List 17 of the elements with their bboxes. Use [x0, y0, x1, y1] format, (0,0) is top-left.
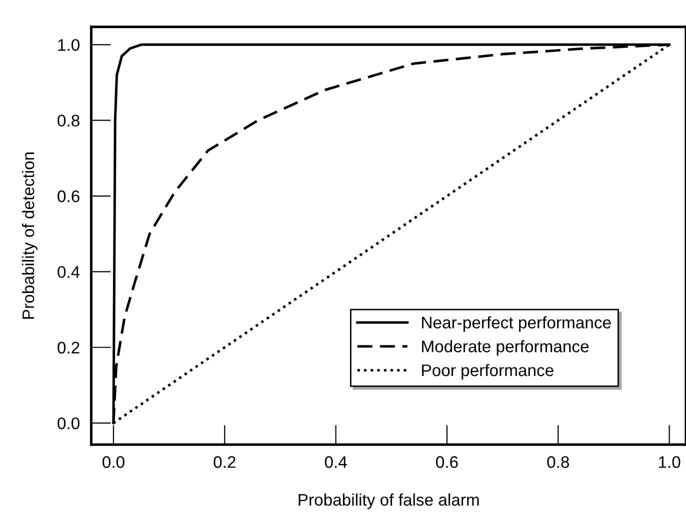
legend-label: Moderate performance: [422, 340, 589, 356]
legend-label: Poor performance: [422, 364, 554, 380]
x-tick-label: 1.0: [659, 456, 680, 468]
x-tick-label: 0.0: [102, 456, 124, 468]
y-axis-title: Probability of detection: [22, 152, 38, 319]
x-axis-title: Probability of false alarm: [298, 493, 479, 510]
y-tick-label: 0.4: [58, 266, 80, 278]
y-tick-label: 0.2: [58, 342, 80, 354]
x-tick-label: 0.2: [214, 456, 236, 468]
y-tick-label: 0.0: [58, 417, 80, 430]
y-tick-label: 0.6: [58, 190, 80, 202]
legend-label: Near-perfect performance: [422, 316, 611, 332]
x-tick-label: 0.4: [324, 456, 347, 468]
x-tick-label: 0.6: [436, 456, 458, 468]
y-tick-label: 0.8: [58, 114, 80, 127]
x-tick-label: 0.8: [547, 456, 570, 468]
y-tick-label: 1.0: [58, 39, 80, 51]
